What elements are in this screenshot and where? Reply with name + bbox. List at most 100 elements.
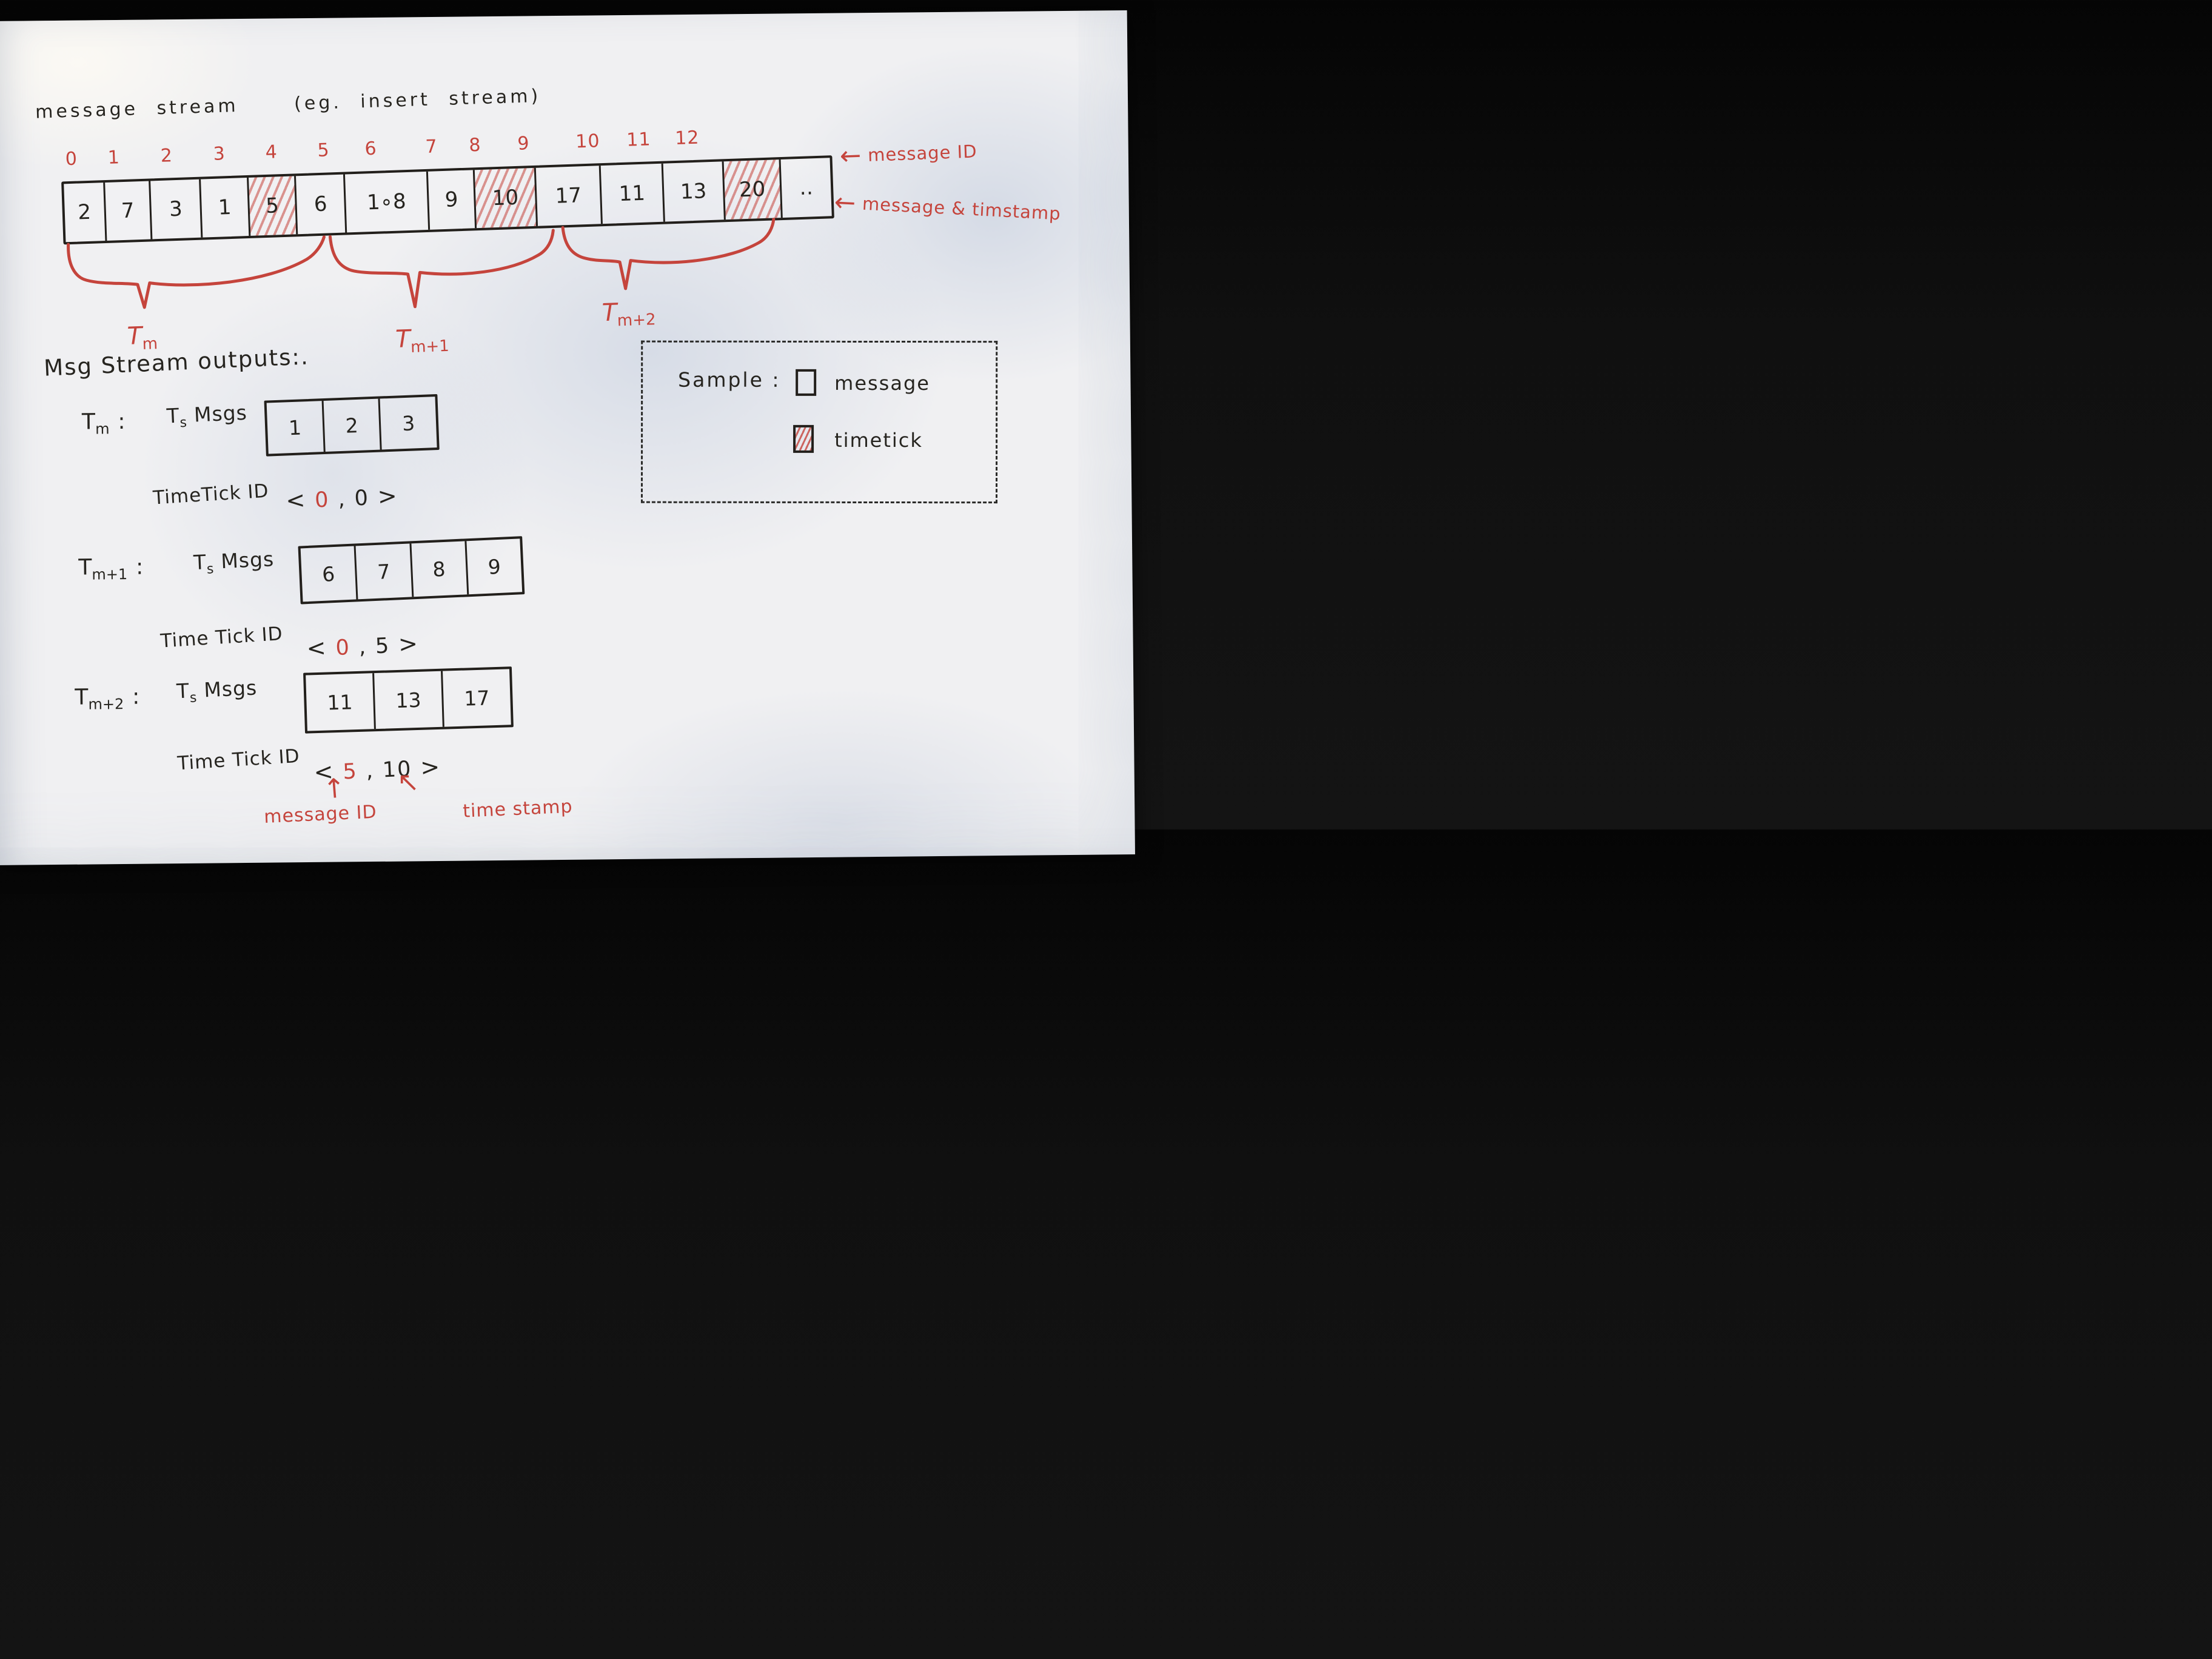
output-cell: 3 bbox=[380, 397, 437, 449]
stream-cell-value: 6 bbox=[313, 192, 328, 217]
tick-timestamp: 0 bbox=[354, 486, 370, 511]
annotation-message-timestamp-label: message & timstamp bbox=[862, 193, 1062, 224]
field-base: T bbox=[193, 550, 207, 575]
tick-message-id: 0 bbox=[314, 488, 330, 513]
ts-msgs-field-m2: Ts Msgs bbox=[176, 676, 258, 706]
stream-cell-ellipsis: ‥ bbox=[780, 158, 831, 218]
stream-cell: 9 bbox=[427, 170, 477, 230]
output-cell-value: 13 bbox=[395, 688, 422, 712]
angle-open: < bbox=[306, 634, 328, 662]
output-cell: 11 bbox=[306, 673, 376, 731]
legend-title: Sample : bbox=[678, 367, 781, 392]
field-rest: Msgs bbox=[196, 675, 258, 702]
output-cell-value: 6 bbox=[321, 561, 336, 586]
output-cell-value: 2 bbox=[344, 413, 359, 438]
output-cell-value: 9 bbox=[487, 554, 501, 579]
stream-cell-timetick: 20 bbox=[723, 159, 783, 220]
row-label-sub: m+1 bbox=[92, 566, 128, 583]
outputs-heading: Msg Stream outputs:. bbox=[43, 343, 310, 381]
brace-window-m bbox=[67, 235, 326, 309]
stream-cell-value: 1∘8 bbox=[366, 189, 407, 215]
field-sub: s bbox=[206, 561, 215, 577]
legend-timetick-label: timetick bbox=[834, 428, 923, 452]
angle-close: > bbox=[377, 482, 399, 510]
ts-msgs-field-m1: Ts Msgs bbox=[193, 547, 275, 577]
comma: , bbox=[365, 759, 375, 783]
ts-msgs-field-m: Ts Msgs bbox=[166, 401, 248, 431]
stream-cell: 3 bbox=[150, 179, 203, 240]
stream-cell: 1∘8 bbox=[344, 171, 430, 233]
output-box-m: 1 2 3 bbox=[264, 394, 440, 457]
timetick-id-value-m: <0, 0 > bbox=[281, 482, 403, 514]
window-label-m2: Tm+2 bbox=[602, 297, 656, 330]
output-cell: 8 bbox=[411, 541, 469, 597]
row-label-base: T bbox=[81, 409, 96, 435]
stream-cell-value: 2 bbox=[77, 199, 92, 225]
stream-cell-value: 5 bbox=[265, 193, 280, 218]
output-cell: 1 bbox=[266, 401, 326, 454]
message-id-label: 4 bbox=[265, 141, 278, 163]
message-id-label: 2 bbox=[160, 145, 173, 167]
field-sub: s bbox=[189, 690, 198, 706]
row-label-sub: m bbox=[95, 420, 110, 438]
message-id-label: 5 bbox=[317, 139, 330, 162]
output-cell-value: 11 bbox=[326, 689, 354, 715]
colon: : bbox=[132, 684, 140, 709]
row-label-sub: m+2 bbox=[88, 695, 124, 713]
stream-cell: 2 bbox=[64, 183, 107, 243]
timetick-id-label-m: TimeTick ID bbox=[152, 480, 270, 509]
timetick-id-label-m1: Time Tick ID bbox=[159, 623, 284, 652]
brace-window-m2 bbox=[561, 218, 776, 290]
message-id-label: 6 bbox=[364, 138, 378, 160]
output-cell-value: 8 bbox=[432, 557, 446, 581]
message-id-label: 7 bbox=[424, 136, 438, 158]
footnote-message-id-label: message ID bbox=[263, 801, 378, 828]
window-label-base: T bbox=[395, 325, 411, 354]
window-label-base: T bbox=[602, 298, 618, 327]
window-label-sub: m+2 bbox=[617, 310, 657, 330]
message-box-icon bbox=[796, 369, 817, 396]
annotation-message-id-label: message ID bbox=[867, 141, 978, 166]
stream-cell-value: 13 bbox=[680, 179, 707, 204]
tick-timestamp: 5 bbox=[375, 634, 391, 659]
output-box-m1: 6 7 8 9 bbox=[298, 536, 525, 605]
output-cell-value: 3 bbox=[401, 411, 415, 435]
timetick-id-label-m2: Time Tick ID bbox=[176, 745, 301, 775]
left-arrow-icon: ← bbox=[833, 187, 857, 218]
footnote-timestamp-label: time stamp bbox=[462, 796, 574, 822]
stream-cell-value: 9 bbox=[444, 187, 459, 212]
timetick-box-icon bbox=[793, 424, 814, 453]
up-left-arrow-icon: ↖ bbox=[397, 766, 420, 798]
row-label-base: T bbox=[75, 685, 89, 710]
window-label-sub: m+1 bbox=[410, 337, 450, 357]
output-row-label-m2: Tm+2: bbox=[75, 685, 139, 713]
stream-cell: 1 bbox=[201, 177, 251, 238]
message-id-label: 12 bbox=[674, 127, 700, 149]
output-cell: 17 bbox=[443, 669, 511, 726]
stream-cell-timetick: 10 bbox=[475, 167, 538, 229]
output-row-label-m1: Tm+1: bbox=[78, 555, 143, 583]
stream-cell: 17 bbox=[535, 166, 603, 226]
window-label-base: T bbox=[127, 322, 143, 350]
message-id-label: 1 bbox=[107, 147, 121, 169]
field-base: T bbox=[166, 403, 180, 428]
tick-message-id: 0 bbox=[335, 635, 351, 661]
message-id-label: 8 bbox=[468, 134, 482, 156]
angle-close: > bbox=[398, 630, 420, 658]
legend-message-label: message bbox=[834, 371, 930, 395]
angle-close: > bbox=[420, 753, 442, 781]
colon: : bbox=[135, 554, 144, 580]
stream-cell-value: 20 bbox=[739, 176, 766, 203]
message-id-label: 11 bbox=[626, 129, 652, 151]
timetick-id-value-m1: <0, 5 > bbox=[302, 630, 424, 662]
stream-cell-value: ‥ bbox=[799, 175, 814, 201]
output-cell: 7 bbox=[355, 543, 414, 600]
output-cell-value: 1 bbox=[288, 415, 302, 440]
message-stream-diagram: 0 1 2 3 4 5 6 7 8 9 10 11 12 2 7 3 1 5 6… bbox=[60, 122, 837, 357]
page-title: message stream (eg. insert stream) bbox=[35, 85, 541, 123]
stream-cell-timetick: 5 bbox=[248, 176, 298, 236]
row-label-base: T bbox=[78, 555, 92, 580]
paper-sheet: message stream (eg. insert stream) 0 1 2… bbox=[0, 10, 1135, 865]
stream-cell-value: 10 bbox=[492, 185, 519, 211]
output-cell-value: 17 bbox=[463, 685, 491, 711]
